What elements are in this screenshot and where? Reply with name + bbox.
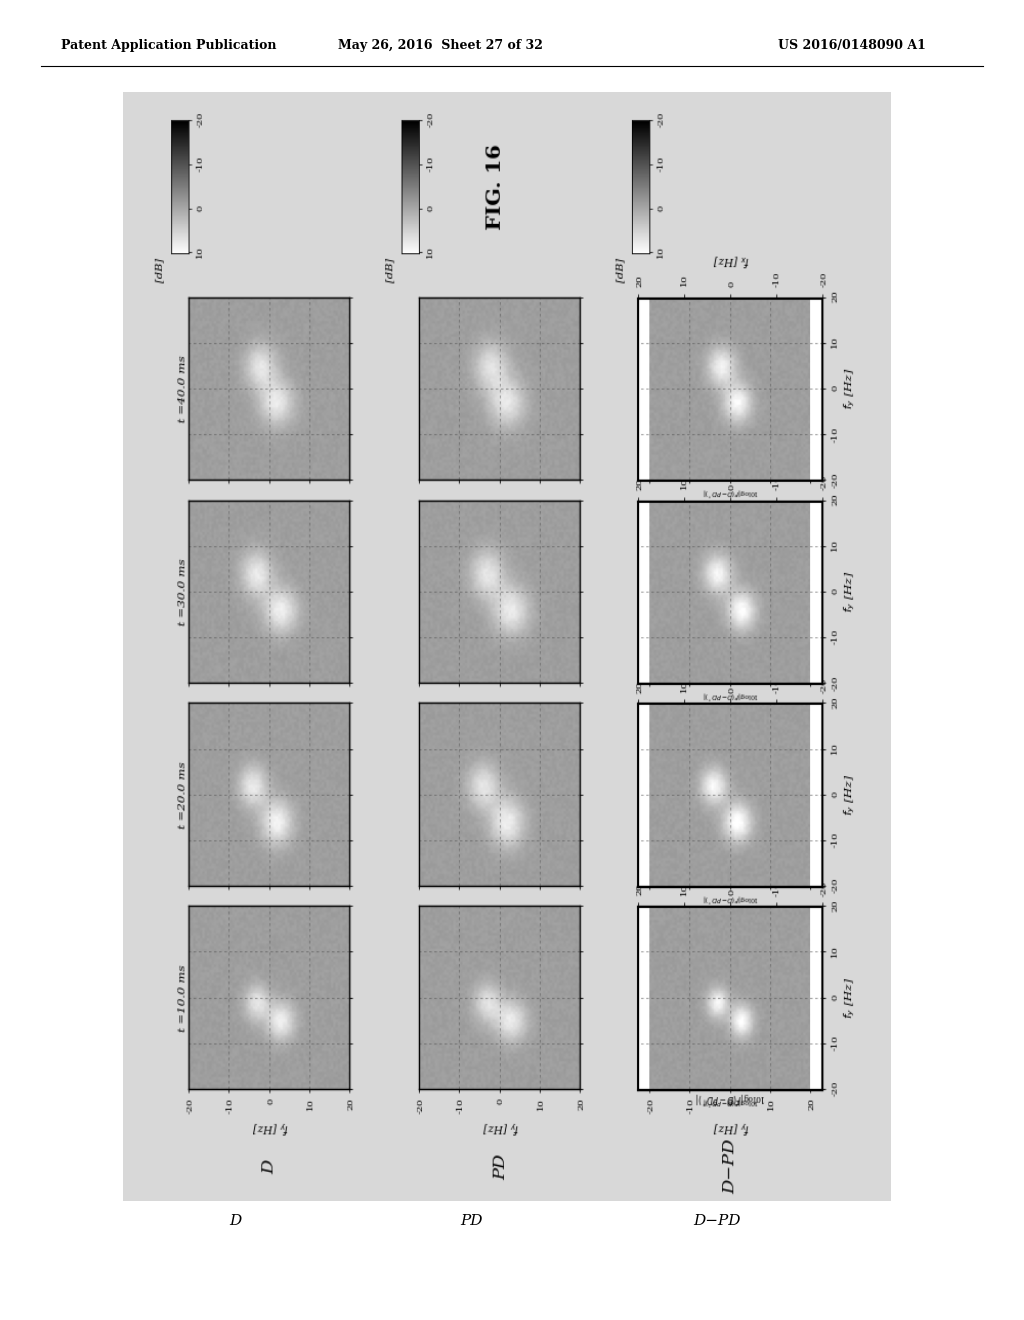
Text: D: D	[229, 1214, 242, 1228]
Text: PD: PD	[460, 1214, 482, 1228]
Text: D−PD: D−PD	[693, 1214, 740, 1228]
Text: May 26, 2016  Sheet 27 of 32: May 26, 2016 Sheet 27 of 32	[338, 38, 543, 51]
Text: Patent Application Publication: Patent Application Publication	[61, 38, 276, 51]
Text: US 2016/0148090 A1: US 2016/0148090 A1	[778, 38, 926, 51]
